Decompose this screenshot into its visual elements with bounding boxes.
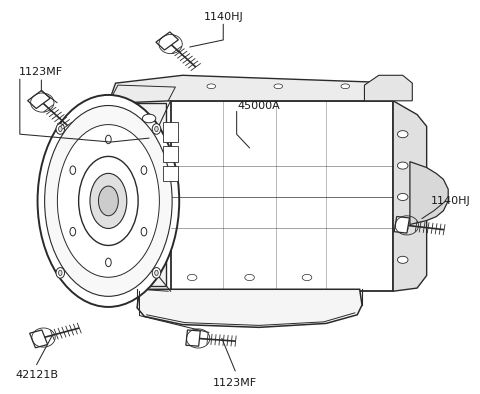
Ellipse shape [45,106,172,296]
Polygon shape [108,75,403,103]
FancyBboxPatch shape [163,165,178,181]
Ellipse shape [245,274,254,281]
Ellipse shape [70,166,76,175]
Ellipse shape [341,84,349,89]
Ellipse shape [58,125,159,277]
Ellipse shape [59,270,62,275]
FancyBboxPatch shape [163,123,178,142]
Polygon shape [156,32,179,50]
Polygon shape [393,101,427,291]
Polygon shape [30,330,48,348]
Ellipse shape [90,173,127,229]
Polygon shape [364,75,412,101]
Ellipse shape [397,193,408,201]
Ellipse shape [70,227,76,236]
Ellipse shape [37,95,179,307]
Text: 42121B: 42121B [15,370,58,380]
Ellipse shape [106,135,111,144]
Ellipse shape [106,258,111,267]
Text: 1140HJ: 1140HJ [431,196,470,206]
Ellipse shape [152,268,161,278]
Ellipse shape [397,256,408,263]
Text: 45000A: 45000A [238,100,280,111]
Ellipse shape [207,84,216,89]
Ellipse shape [98,186,118,216]
FancyBboxPatch shape [163,146,178,162]
Ellipse shape [56,124,64,134]
Ellipse shape [79,156,138,245]
Polygon shape [28,90,50,108]
Text: 1123MF: 1123MF [213,377,257,388]
Polygon shape [394,216,409,233]
Ellipse shape [302,274,312,281]
Polygon shape [99,103,166,286]
Text: 1123MF: 1123MF [19,67,63,77]
Ellipse shape [274,84,283,89]
Text: 1140HJ: 1140HJ [204,12,243,22]
Ellipse shape [56,268,64,278]
Polygon shape [137,289,362,327]
Ellipse shape [141,166,147,175]
Ellipse shape [152,124,161,134]
Ellipse shape [143,114,156,123]
Ellipse shape [141,227,147,236]
Ellipse shape [187,274,197,281]
Ellipse shape [155,270,158,275]
Ellipse shape [397,131,408,138]
Ellipse shape [59,126,62,132]
Polygon shape [410,162,448,225]
Ellipse shape [155,126,158,132]
Polygon shape [170,101,393,291]
Ellipse shape [397,162,408,169]
Polygon shape [186,330,200,346]
Ellipse shape [397,225,408,232]
